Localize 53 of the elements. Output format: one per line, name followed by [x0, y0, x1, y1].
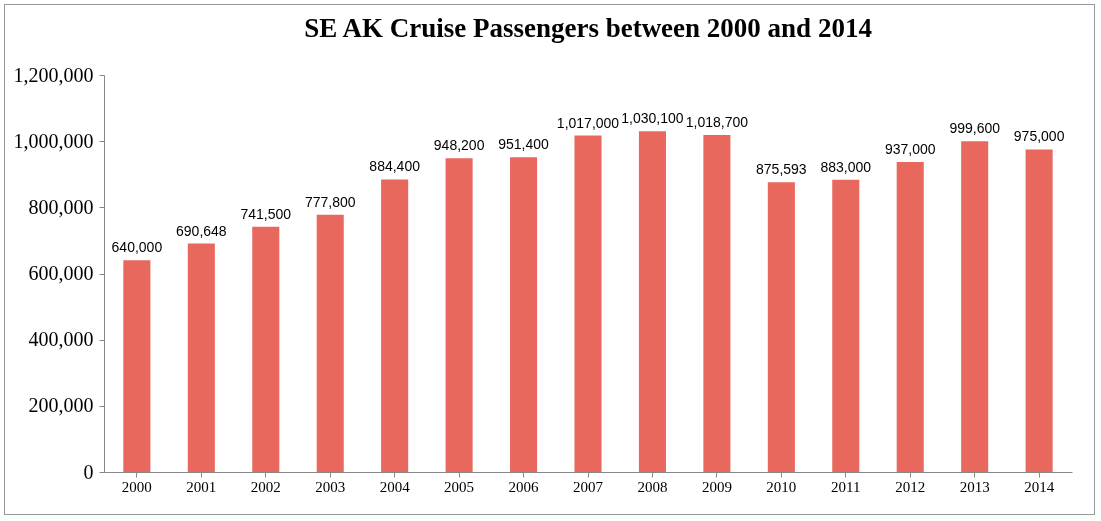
y-tick-label: 400,000	[28, 328, 94, 351]
x-tick-label: 2007	[573, 478, 604, 495]
x-tick-label: 2001	[186, 478, 217, 495]
bar	[574, 135, 602, 472]
bar	[252, 226, 280, 472]
data-label: 875,593	[756, 161, 807, 178]
bar	[961, 141, 989, 472]
x-tick-label: 2008	[637, 478, 668, 495]
data-label: 640,000	[111, 239, 163, 256]
y-tick-label: 600,000	[28, 262, 94, 284]
x-tick-label: 2000	[121, 478, 152, 495]
bar	[896, 162, 924, 472]
y-tick-label: 800,000	[28, 195, 94, 218]
data-label: 1,017,000	[556, 114, 620, 131]
x-tick-label: 2005	[444, 478, 475, 495]
data-label: 883,000	[820, 158, 872, 175]
bar	[445, 158, 473, 472]
chart-title: SE AK Cruise Passengers between 2000 and 2014	[304, 13, 872, 43]
x-tick-label: 2012	[895, 478, 926, 495]
x-tick-label: 2003	[315, 478, 346, 495]
bar	[1025, 149, 1053, 472]
bar	[381, 179, 409, 472]
y-tick-label: 1,200,000	[13, 63, 94, 86]
y-tick-label: 0	[83, 460, 94, 483]
data-label: 1,018,700	[685, 113, 749, 130]
data-label: 690,648	[176, 222, 227, 239]
x-tick-label: 2006	[508, 478, 540, 495]
bar	[767, 182, 795, 472]
data-label: 884,400	[369, 158, 421, 175]
data-label: 937,000	[884, 141, 936, 158]
data-label: 777,800	[304, 193, 356, 210]
bar	[187, 243, 215, 472]
data-label: 948,200	[433, 137, 485, 154]
x-tick-label: 2004	[379, 478, 411, 495]
data-label: 975,000	[1013, 128, 1065, 145]
x-tick-label: 2010	[766, 478, 797, 495]
y-tick-label: 1,000,000	[13, 129, 94, 152]
data-label: 1,030,100	[621, 110, 684, 127]
x-tick-label: 2013	[959, 478, 990, 495]
x-tick-label: 2002	[250, 478, 281, 495]
x-tick-label: 2014	[1024, 478, 1055, 495]
bar	[510, 157, 538, 472]
data-label: 951,400	[498, 136, 550, 153]
data-label: 999,600	[949, 120, 1001, 137]
bar	[832, 179, 860, 472]
x-tick-label: 2011	[831, 478, 861, 495]
x-tick-label: 2009	[701, 478, 732, 495]
bar	[316, 214, 344, 472]
bar	[638, 131, 666, 472]
bar	[703, 134, 731, 472]
bar	[123, 260, 151, 472]
y-tick-label: 200,000	[28, 394, 94, 417]
data-label: 741,500	[240, 205, 292, 222]
